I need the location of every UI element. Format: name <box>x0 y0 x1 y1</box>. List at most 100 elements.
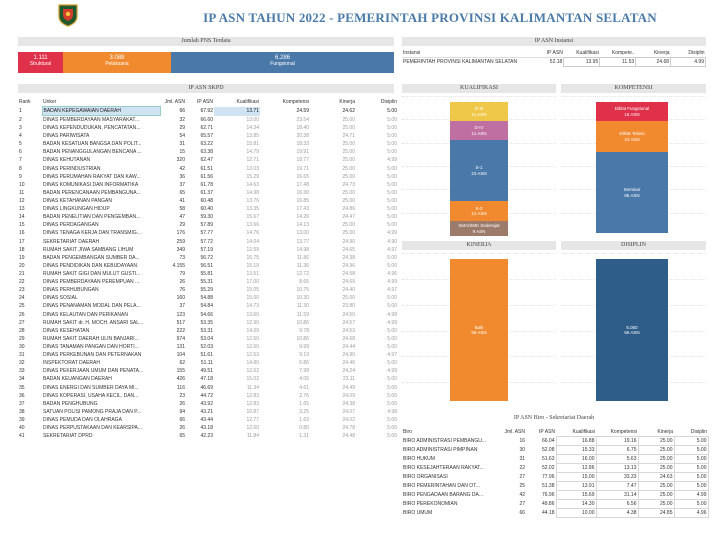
cell: 61.78 <box>200 181 213 188</box>
table-row[interactable]: BIRO ORGANISASI 27 77.96 15.00 33.33 24.63 5.0… <box>402 472 709 482</box>
table-row[interactable]: 14 BADAN PENELITIAN DAN PENGEMBAN... 47 59.… <box>18 213 398 221</box>
table-row[interactable]: 10 DINAS KOMUNIKASI DAN INFORMATIKA 37 61.7… <box>18 181 398 189</box>
pns-struktural-value: 1.111 <box>33 55 48 61</box>
kompetensi-segment[interactable]: Seminar 65 ASN <box>596 152 668 233</box>
table-row[interactable]: 20 DINAS PENDIDIKAN DAN KEBUDAYAAN 4.155 56… <box>18 262 398 270</box>
table-row[interactable]: 31 DINAS PERKEBUNAN DAN PETERNAKAN 104 51.6… <box>18 351 398 359</box>
table-row[interactable]: 11 BADAN PERENCANAAN PEMBANGUNA... 65 61.37… <box>18 189 398 197</box>
cell: 10.87 <box>246 408 259 415</box>
table-row[interactable]: 24 DINAS SOSIAL 160 54.88 15.00 10.30 25.00 5.0… <box>18 294 398 302</box>
pns-struktural[interactable]: 1.111 Struktural <box>18 52 63 73</box>
table-row[interactable]: 37 BADAN PENGHUBUNG 26 43.92 12.83 1.65 24.38 5… <box>18 400 398 408</box>
cell: 12.72 <box>296 271 309 278</box>
table-row[interactable]: 6 BADAN PENANGGULANGAN BENCANA ... 15 63.38… <box>18 148 398 156</box>
table-row[interactable]: 4 DINAS PARIWISATA 54 65.57 13.85 20.38 24.71 5… <box>18 132 398 140</box>
instansi-row[interactable]: PEMERINTAH PROVINSI KALIMANTAN SELATAN 5… <box>402 57 706 67</box>
kompetensi-segment[interactable]: Diklat Teknis 24 ASN <box>596 121 668 152</box>
cell: 12.62 <box>246 368 259 375</box>
table-row[interactable]: 35 DINAS ENERGI DAN SUMBER DAYA MI... 116 4… <box>18 384 398 392</box>
table-row[interactable]: 38 SATUAN POLISI PAMONG PRAJA DAN P... 94 4… <box>18 408 398 416</box>
cell: 28 <box>19 327 25 334</box>
cell: 176 <box>176 230 185 237</box>
table-row[interactable]: BIRO ADMINISTRASI PEMBANGU... 16 66.04 16.8… <box>402 436 709 446</box>
table-row[interactable]: 3 DINAS KEPENDUDUKAN, PENCATATAN... 29 62.7… <box>18 124 398 132</box>
pns-fungsional[interactable]: 6.286 Fungsional <box>171 52 394 73</box>
table-row[interactable]: 9 DINAS PERUMAHAN RAKYAT DAN KAW... 36 61.5… <box>18 173 398 181</box>
table-row[interactable]: 16 DINAS TENAGA KERJA DAN TRANSMIG... 176 5… <box>18 229 398 237</box>
table-row[interactable]: 15 DINAS PERDAGANGAN 29 57.89 13.66 14.13 25.0… <box>18 221 398 229</box>
table-row[interactable]: BIRO ADMINISTRASI PIMPINAN 30 52.08 15.33 6.… <box>402 445 709 455</box>
cell: 14.80 <box>246 360 259 367</box>
table-row[interactable]: 22 DINAS PEMBERDAYAAN PEREMPUAN ... 26 55.3… <box>18 278 398 286</box>
table-row[interactable]: 13 DINAS LINGKUNGAN HIDUP 58 60.40 13.35 17.4… <box>18 205 398 213</box>
table-row[interactable]: 28 DINAS KESEHATAN 222 53.31 14.09 9.78 24.53 5… <box>18 327 398 335</box>
table-row[interactable]: BIRO KESEJAHTERAAN RAKYAT... 22 52.02 12.86… <box>402 463 709 473</box>
table-row[interactable]: BIRO PENGADAAN BARANG DA... 42 76.96 15.69 3… <box>402 490 709 500</box>
table-row[interactable]: BIRO PEREKONOMIAN 27 49.86 14.30 6.56 25.00 5.… <box>402 499 709 509</box>
kualifikasi-segment[interactable]: D-III 11 ASN <box>450 102 508 121</box>
table-row[interactable]: 18 RUMAH SAKIT JIWA SAMBANG LIHUM 349 57.19… <box>18 246 398 254</box>
kualifikasi-segment[interactable]: S-1 23 ASN <box>450 140 508 201</box>
table-row[interactable]: 8 DINAS PERINDUSTRIAN 42 61.51 13.03 19.71 25.… <box>18 165 398 173</box>
table-row[interactable]: 2 DINAS PEMBERDAYAAN MASYARAKAT... 32 66.60… <box>18 116 398 125</box>
table-row[interactable]: 23 DINAS PERHUBUNGAN 76 55.29 15.05 10.75 24.4… <box>18 286 398 294</box>
table-row[interactable]: 33 DINAS PEKERJAAN UMUM DAN PENATA... 155 4… <box>18 367 398 375</box>
kualifikasi-segment[interactable]: SMA/SMK Sederajat 9 ASN <box>450 221 508 236</box>
cell: 27 <box>519 474 525 480</box>
cell: 25.00 <box>637 463 675 473</box>
cell: 104 <box>176 352 185 359</box>
table-row[interactable]: 27 RUMAH SAKIT dr. H. MOCH. ANSARI SAL...… <box>18 319 398 327</box>
cell: 4.96 <box>387 271 397 278</box>
cell: 11.34 <box>246 384 259 391</box>
segment-count: 65 ASN <box>624 192 640 198</box>
table-row[interactable]: 32 INSPEKTORAT DAERAH 62 51.11 14.80 6.86 24.4… <box>18 359 398 367</box>
cell: 24.85 <box>637 508 675 518</box>
cell: 16.65 <box>296 173 309 180</box>
table-row[interactable]: 29 RUMAH SAKIT DAERAH ULIN BANJARI... 974 5… <box>18 335 398 343</box>
cell: 5.00 <box>387 376 397 383</box>
table-row[interactable]: 12 DINAS KETAHANAN PANGAN 41 60.48 13.76 16.8… <box>18 197 398 205</box>
kualifikasi-segment[interactable]: D-IV 11 ASN <box>450 121 508 140</box>
cell: 14.09 <box>246 327 259 334</box>
table-row[interactable]: 30 DINAS TANAMAN PANGAN DAN HORTI... 131 52… <box>18 343 398 351</box>
pns-pelaksana[interactable]: 3.088 Pelaksana <box>63 52 171 73</box>
table-row[interactable]: 19 BADAN PENGEMBANGAN SUMBER DA... 73 56.72… <box>18 254 398 262</box>
table-row[interactable]: 17 SEKRETARIAT DAERAH 259 57.72 14.04 13.77 24… <box>18 238 398 246</box>
kompetensi-segment[interactable]: Diklat Fungsional 15 ASN <box>596 102 668 121</box>
table-row[interactable]: 1 BADAN KEPEGAWAIAN DAERAH 66 67.92 13.71 24.… <box>18 106 398 116</box>
segment-label: S-1 <box>475 165 483 171</box>
table-row[interactable]: BIRO PEMERINTAHAN DAN OT... 25 51.38 13.91 7… <box>402 481 709 491</box>
table-row[interactable]: 5 BADAN KESATUAN BANGSA DAN POLIT... 31 63.… <box>18 140 398 148</box>
cell: 2.76 <box>299 392 309 399</box>
cell: 5.00 <box>387 303 397 310</box>
cell: 51.63 <box>541 456 555 462</box>
table-row[interactable]: BIRO UMUM 66 44.18 10.00 4.38 24.85 4.96 <box>402 508 709 518</box>
cell: 24.53 <box>342 327 355 334</box>
table-row[interactable]: 39 DINAS PEMUDA DAN OLAHRAGA 66 43.44 12.77 1… <box>18 416 398 424</box>
cell: 14.26 <box>296 214 309 221</box>
cell: 1.63 <box>299 416 309 423</box>
table-row[interactable]: 40 DINAS PERPUSTAKAAN DAN KEARSIPA... 26 43… <box>18 424 398 432</box>
cell: 5.00 <box>673 445 709 455</box>
cell: 4.90 <box>387 238 397 245</box>
table-row[interactable]: 7 DINAS KEHUTANAN 320 62.47 12.71 19.77 25.00 4… <box>18 156 398 164</box>
cell: 25.00 <box>342 165 355 172</box>
cell: 13.51 <box>246 271 259 278</box>
disiplin-segment[interactable]: 5.000 66 ASN <box>596 259 668 401</box>
table-row[interactable]: 36 DINAS KOPERASI, USAHA KECIL, DAN... 23 4… <box>18 392 398 400</box>
cell: 26 <box>179 400 185 407</box>
cell: 5.00 <box>673 463 709 473</box>
cell: 6.56 <box>595 499 639 509</box>
cell: DINAS PERUMAHAN RAKYAT DAN KAW... <box>43 173 141 180</box>
cell: DINAS PERHUBUNGAN <box>43 287 99 294</box>
cell: 25.00 <box>637 436 675 446</box>
table-row[interactable]: BIRO HUKUM 31 51.63 16.00 5.63 25.00 5.00 <box>402 454 709 464</box>
table-row[interactable]: 21 RUMAH SAKIT GIGI DAN MULUT GUSTI... 79 5… <box>18 270 398 278</box>
kualifikasi-segment[interactable]: S-2 12 ASN <box>450 201 508 221</box>
kinerja-segment[interactable]: Baik 66 ASN <box>450 259 508 401</box>
table-row[interactable]: 26 DINAS KELAUTAN DAN PERIKANAN 123 54.66 13… <box>18 311 398 319</box>
table-row[interactable]: 25 DINAS PENANAMAN MODAL DAN PELA... 37 54.… <box>18 302 398 310</box>
table-row[interactable]: 34 BADAN KEUANGAN DAERAH 426 47.18 15.02 4.06… <box>18 375 398 383</box>
cell: 18.33 <box>296 141 309 148</box>
table-row[interactable]: 41 SEKRETARIAT DPRD 65 42.23 11.84 1.31 24.48 5… <box>18 432 398 440</box>
